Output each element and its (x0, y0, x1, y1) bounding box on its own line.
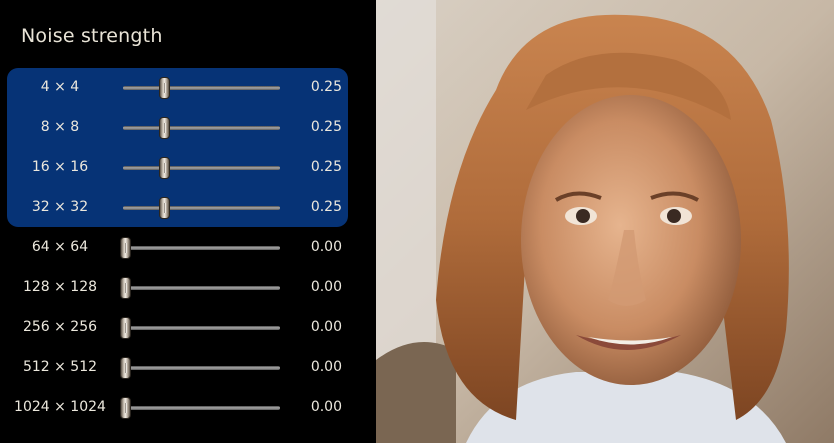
slider-track[interactable] (123, 86, 280, 90)
slider-value: 0.25 (310, 119, 342, 135)
slider-row-512x512: 512 × 512 0.00 (0, 348, 376, 388)
slider-thumb[interactable] (120, 277, 131, 299)
slider-thumb[interactable] (120, 237, 131, 259)
slider-label: 1024 × 1024 (14, 399, 106, 415)
noise-strength-panel: Noise strength 4 × 4 0.25 8 × 8 0.25 16 … (0, 0, 376, 443)
slider-value: 0.00 (310, 279, 342, 295)
selected-sliders-highlight (7, 68, 348, 227)
slider-row-128x128: 128 × 128 0.00 (0, 268, 376, 308)
slider-label: 256 × 256 (22, 319, 98, 335)
slider-track[interactable] (123, 166, 280, 170)
slider-thumb[interactable] (120, 357, 131, 379)
slider-row-16x16: 16 × 16 0.25 (0, 148, 376, 188)
slider-track[interactable] (123, 286, 280, 290)
slider-track[interactable] (123, 126, 280, 130)
slider-thumb[interactable] (120, 397, 131, 419)
slider-thumb[interactable] (158, 157, 170, 179)
slider-value: 0.00 (310, 399, 342, 415)
slider-thumb[interactable] (158, 117, 170, 139)
slider-label: 64 × 64 (31, 239, 89, 255)
slider-value: 0.00 (310, 239, 342, 255)
slider-row-32x32: 32 × 32 0.25 (0, 188, 376, 228)
slider-value: 0.25 (310, 79, 342, 95)
slider-value: 0.25 (310, 159, 342, 175)
slider-value: 0.25 (310, 199, 342, 215)
slider-label: 128 × 128 (22, 279, 98, 295)
slider-thumb[interactable] (158, 197, 170, 219)
slider-value: 0.00 (310, 359, 342, 375)
slider-label: 512 × 512 (22, 359, 98, 375)
generated-face-image (376, 0, 834, 443)
slider-row-256x256: 256 × 256 0.00 (0, 308, 376, 348)
slider-row-4x4: 4 × 4 0.25 (0, 68, 376, 108)
slider-row-8x8: 8 × 8 0.25 (0, 108, 376, 148)
slider-track[interactable] (123, 366, 280, 370)
slider-value: 0.00 (310, 319, 342, 335)
panel-title: Noise strength (21, 25, 163, 47)
slider-label: 4 × 4 (40, 79, 80, 95)
slider-label: 32 × 32 (31, 199, 89, 215)
slider-thumb[interactable] (120, 317, 131, 339)
slider-row-64x64: 64 × 64 0.00 (0, 228, 376, 268)
slider-label: 8 × 8 (40, 119, 80, 135)
slider-row-1024x1024: 1024 × 1024 0.00 (0, 388, 376, 428)
slider-track[interactable] (123, 246, 280, 250)
slider-track[interactable] (123, 206, 280, 210)
slider-label: 16 × 16 (31, 159, 89, 175)
slider-thumb[interactable] (158, 77, 170, 99)
slider-track[interactable] (123, 326, 280, 330)
slider-track[interactable] (123, 406, 280, 410)
